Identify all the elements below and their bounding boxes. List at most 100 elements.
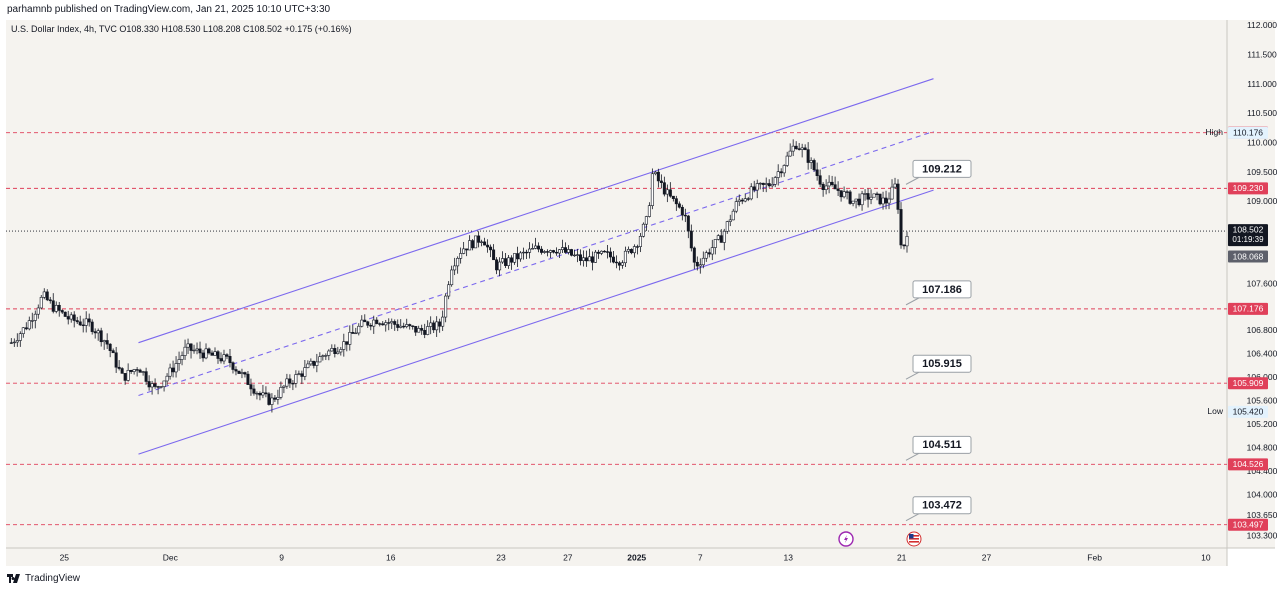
x-tick-label: 16	[386, 552, 396, 562]
candle-up	[498, 261, 502, 271]
candle-up	[776, 171, 780, 178]
candle-down	[207, 348, 211, 354]
candle-down	[845, 191, 849, 193]
candle-up	[384, 322, 388, 326]
candle-down	[848, 191, 852, 204]
candle-up	[725, 221, 729, 232]
candle-down	[590, 256, 594, 263]
candle-down	[351, 332, 355, 334]
candle-up	[749, 186, 753, 200]
candle-down	[51, 300, 55, 312]
candle-down	[105, 340, 109, 345]
candle-down	[617, 262, 621, 266]
candle-up	[704, 252, 708, 259]
candle-up	[336, 351, 340, 354]
candle-up	[893, 183, 897, 188]
y-tick-label: 105.200	[1247, 419, 1278, 429]
candle-down	[516, 253, 520, 260]
flash-event-icon[interactable]	[838, 531, 854, 547]
candle-up	[851, 200, 855, 204]
candle-up	[575, 254, 579, 256]
y-tick-label: 105.600	[1247, 396, 1278, 406]
tradingview-brand: TradingView	[25, 573, 81, 584]
candle-down	[258, 392, 262, 396]
y-tick-label: 109.500	[1247, 167, 1278, 177]
symbol-info[interactable]: U.S. Dollar Index, 4h, TVC O108.330 H108…	[11, 24, 352, 34]
x-tick-label: 21	[897, 552, 907, 562]
candle-down	[72, 314, 76, 321]
candle-down	[584, 257, 588, 262]
candle-down	[815, 169, 819, 177]
candle-up	[773, 177, 777, 185]
level-callout-box[interactable]	[912, 354, 972, 373]
candle-up	[69, 314, 73, 320]
candle-down	[432, 322, 436, 331]
candle-down	[812, 160, 816, 171]
channel-upper-line[interactable]	[138, 78, 934, 344]
candle-down	[171, 367, 175, 373]
y-tick-label: 111.500	[1247, 49, 1277, 59]
level-callout-box[interactable]	[912, 280, 972, 299]
candle-down	[555, 251, 559, 254]
candle-down	[216, 351, 220, 359]
plot-area[interactable]	[6, 20, 1227, 548]
candle-down	[411, 325, 415, 327]
published-by-text: parhamnb published on TradingView.com, J…	[7, 4, 331, 15]
candle-down	[369, 324, 373, 327]
candle-up	[860, 193, 864, 206]
candle-down	[569, 249, 573, 256]
candle-down	[393, 321, 397, 325]
candle-up	[162, 380, 166, 387]
candle-down	[671, 195, 675, 199]
level-callout-box[interactable]	[912, 435, 972, 454]
callout-pointer	[905, 513, 920, 522]
candle-down	[60, 310, 64, 313]
candle-up	[572, 254, 576, 257]
candle-down	[495, 259, 499, 271]
candle-down	[345, 341, 349, 345]
candle-up	[39, 297, 43, 309]
channel-middle-line[interactable]	[138, 130, 934, 396]
candle-down	[686, 215, 690, 232]
y-tick-label: 106.400	[1247, 349, 1278, 359]
low-label: Low	[1207, 406, 1223, 416]
us-flag-event-icon[interactable]	[906, 531, 922, 547]
candle-down	[333, 348, 337, 354]
candle-up	[33, 313, 37, 321]
candle-up	[641, 223, 645, 237]
candle-down	[45, 291, 49, 301]
x-tick-label: Dec	[163, 552, 179, 562]
candle-down	[803, 147, 807, 150]
channel-lower-line[interactable]	[138, 189, 934, 455]
candle-up	[447, 284, 451, 297]
level-callout-box[interactable]	[912, 496, 972, 515]
candle-up	[324, 355, 328, 357]
candle-down	[899, 209, 903, 246]
current-price-badge: 108.502	[1233, 224, 1264, 234]
candle-down	[659, 180, 663, 183]
candle-up	[770, 184, 774, 187]
candle-up	[429, 322, 433, 327]
y-tick-label: 106.800	[1247, 325, 1278, 335]
candle-down	[231, 362, 235, 370]
candle-up	[644, 216, 648, 225]
candle-down	[381, 323, 385, 326]
candle-down	[821, 183, 825, 190]
candle-up	[872, 193, 876, 198]
low-price-badge: 105.420	[1233, 407, 1264, 417]
candle-up	[716, 235, 720, 240]
candle-up	[698, 264, 702, 267]
candle-down	[123, 373, 127, 381]
candle-up	[528, 248, 532, 253]
tradingview-logo[interactable]: TradingView	[7, 573, 80, 584]
candle-up	[743, 198, 747, 202]
candle-down	[147, 381, 151, 388]
candle-up	[150, 383, 154, 388]
candle-up	[468, 240, 472, 251]
time-axis[interactable]	[6, 548, 1227, 566]
x-tick-label: 13	[784, 552, 794, 562]
level-callout-box[interactable]	[912, 159, 972, 178]
candle-down	[767, 183, 771, 187]
candle-up	[177, 359, 181, 364]
